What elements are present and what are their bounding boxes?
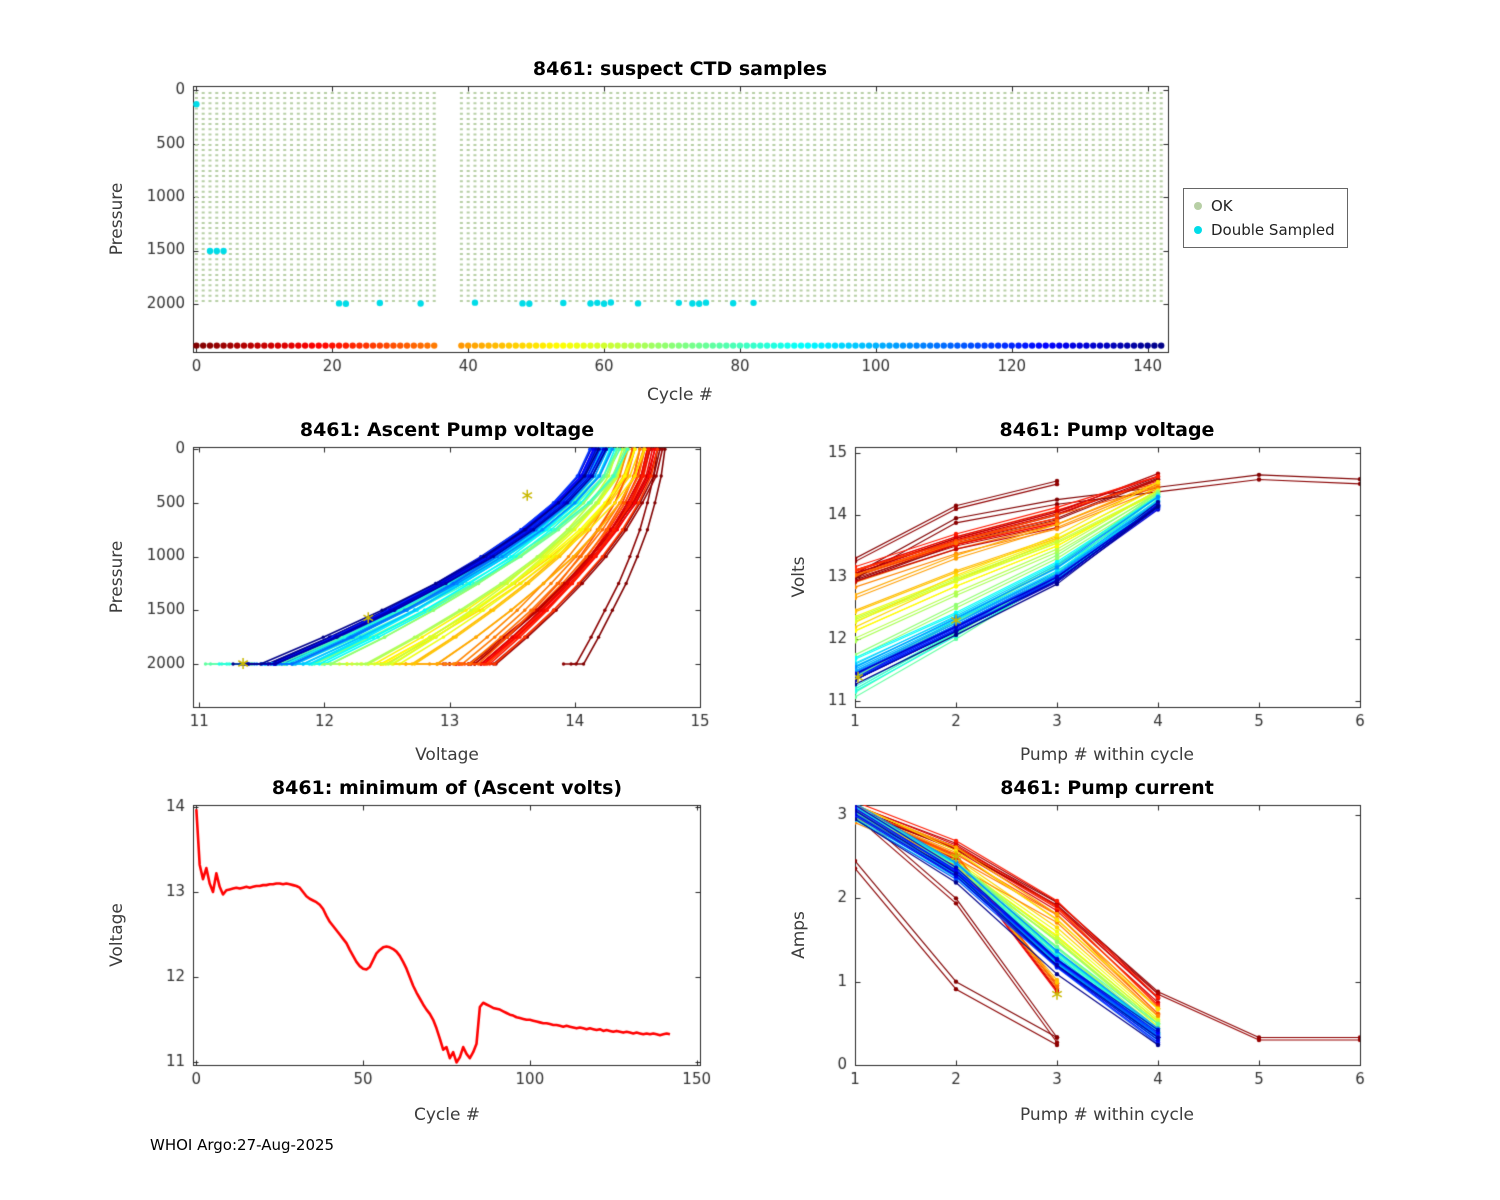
pump-current-x-axis-label: Pump # within cycle (1019, 1105, 1195, 1125)
min-volts-y-axis-label: Voltage (107, 903, 127, 967)
ascent-voltage-chart-title: 8461: Ascent Pump voltage (299, 419, 595, 441)
ascent-voltage-y-axis-label: Pressure (107, 540, 127, 614)
legend-item-double-sampled: Double Sampled (1194, 218, 1335, 242)
ok-marker-icon (1194, 202, 1202, 210)
pump-voltage-x-axis-label: Pump # within cycle (1019, 745, 1195, 765)
ctd-x-axis-label: Cycle # (646, 385, 714, 405)
legend-label-ok: OK (1211, 197, 1233, 215)
pump-current-chart-title: 8461: Pump current (1000, 777, 1214, 799)
footer-credit: WHOI Argo:27-Aug-2025 (150, 1136, 335, 1154)
double-sampled-marker-icon (1194, 226, 1202, 234)
pump-current-y-axis-label: Amps (789, 911, 809, 959)
pump-voltage-y-axis-label: Volts (789, 556, 809, 598)
ascent-voltage-x-axis-label: Voltage (415, 745, 479, 765)
ctd-chart-title: 8461: suspect CTD samples (532, 58, 828, 80)
ctd-y-axis-label: Pressure (107, 182, 127, 256)
legend-item-ok: OK (1194, 194, 1335, 218)
pump-voltage-chart-title: 8461: Pump voltage (999, 419, 1215, 441)
legend-label-double-sampled: Double Sampled (1211, 221, 1335, 239)
legend: OK Double Sampled (1183, 188, 1348, 248)
min-volts-chart-title: 8461: minimum of (Ascent volts) (271, 777, 623, 799)
min-volts-x-axis-label: Cycle # (413, 1105, 481, 1125)
